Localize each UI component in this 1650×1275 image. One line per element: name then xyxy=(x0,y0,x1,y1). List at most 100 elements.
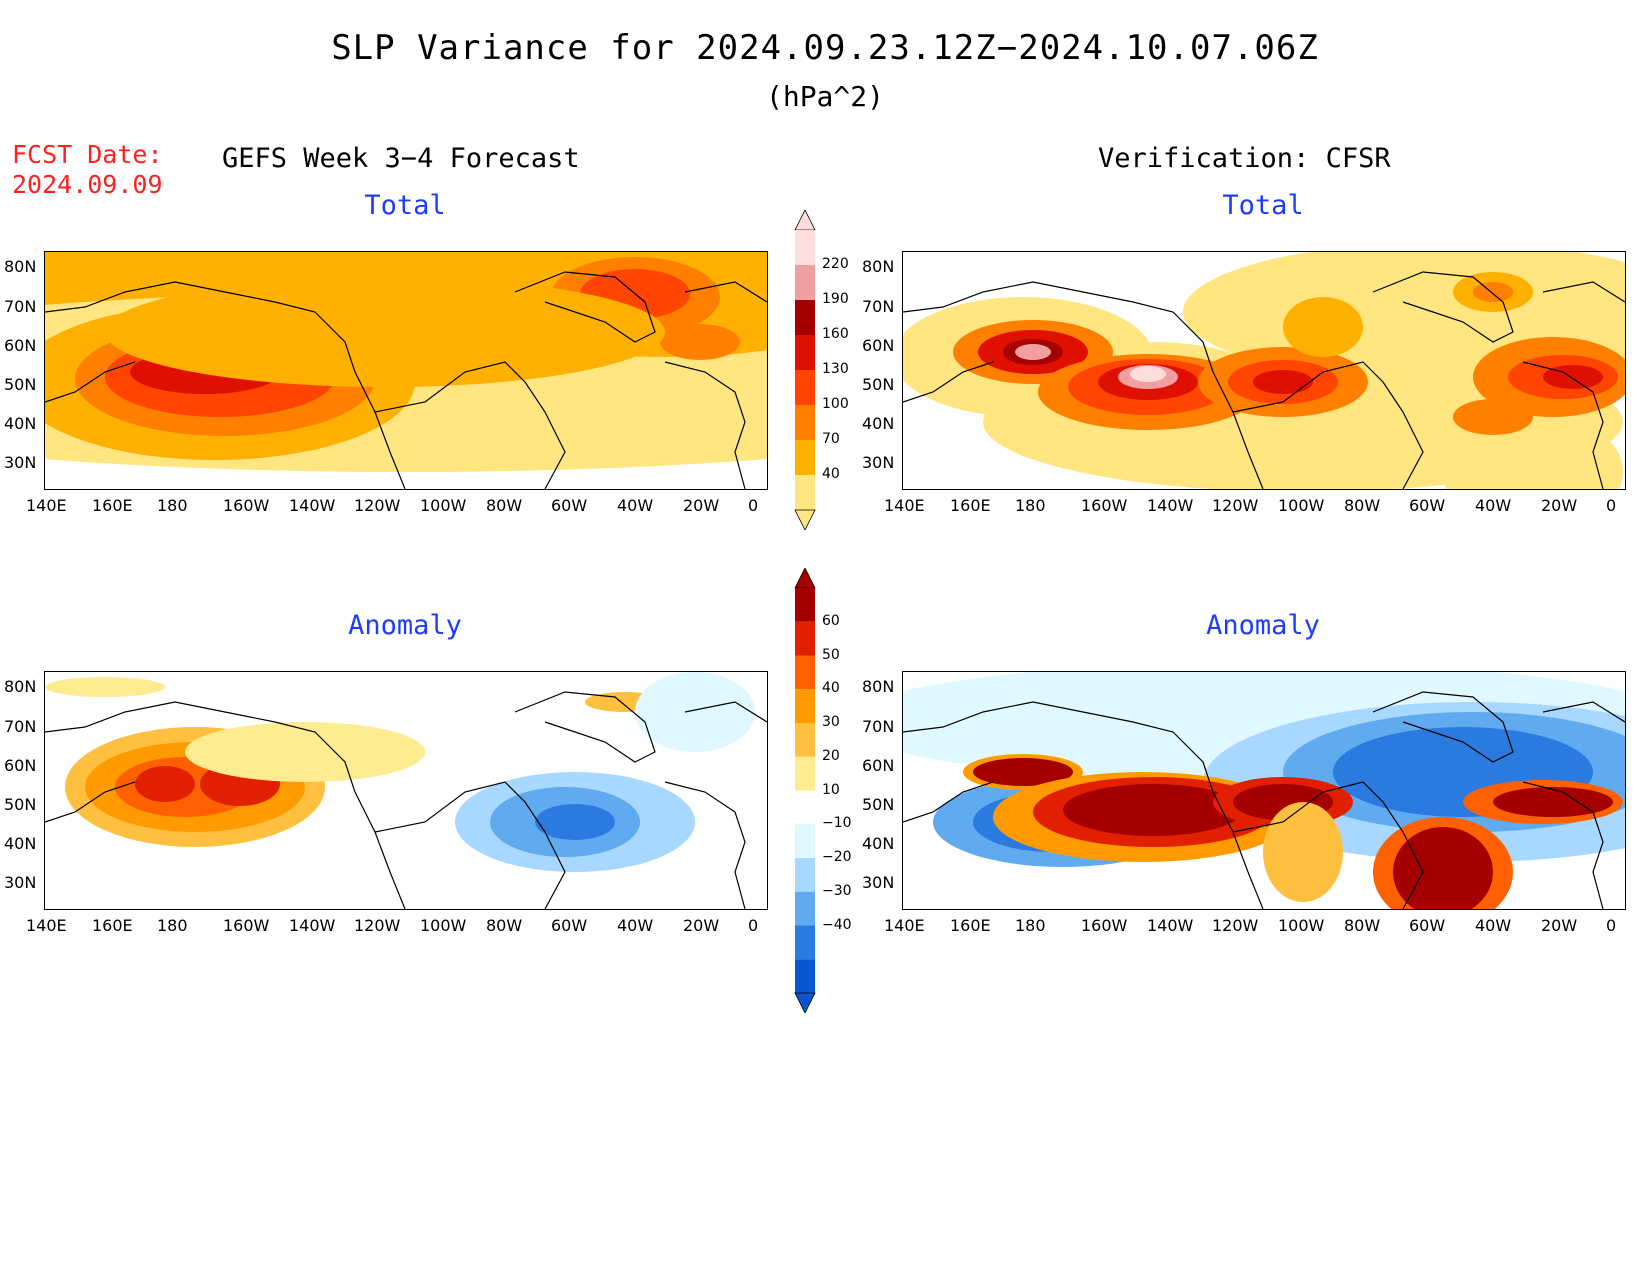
lon-label: 160W xyxy=(223,496,270,515)
fcst-date-value: 2024.09.09 xyxy=(12,170,163,199)
coastline xyxy=(903,691,1625,909)
shaded-region xyxy=(1015,344,1051,360)
colorbar-tick-label: 40 xyxy=(822,466,840,482)
shaded-region xyxy=(1393,827,1493,909)
verification-header: Verification: CFSR xyxy=(1098,143,1391,174)
panel-title-forecast-anomaly: Anomaly xyxy=(348,610,462,641)
fcst-date-label: FCST Date: 2024.09.09 xyxy=(12,140,163,200)
colorbar-segment xyxy=(795,655,815,690)
lon-label: 180 xyxy=(157,916,188,935)
shaded-region xyxy=(1253,370,1313,394)
coastline xyxy=(45,271,767,489)
shaded-region xyxy=(1543,365,1603,389)
shaded-region xyxy=(45,677,165,697)
colorbar-segment xyxy=(795,790,815,825)
colorbar-segment xyxy=(795,475,815,510)
lon-label: 140E xyxy=(884,496,925,515)
lon-label: 60W xyxy=(1409,496,1446,515)
colorbar-arrow-bottom xyxy=(794,509,816,530)
colorbar-segment xyxy=(795,588,815,622)
lon-label: 180 xyxy=(1015,496,1046,515)
lon-label: 140E xyxy=(884,916,925,935)
lat-label: 80N xyxy=(862,257,895,276)
colorbar-arrow-top xyxy=(794,568,816,589)
lat-label: 50N xyxy=(862,375,895,394)
shaded-region xyxy=(973,758,1073,786)
lat-label: 50N xyxy=(4,375,37,394)
colorbar-segment xyxy=(795,230,815,265)
colorbar-tick-label: 130 xyxy=(822,361,849,377)
lon-label: 160E xyxy=(92,496,133,515)
colorbar-tick-label: 10 xyxy=(822,781,840,798)
colorbar-tick-label: 30 xyxy=(822,714,840,730)
lon-label: 160E xyxy=(950,916,991,935)
lon-label: 140W xyxy=(289,916,336,935)
lon-label: 160E xyxy=(92,916,133,935)
lon-label: 160E xyxy=(950,496,991,515)
lon-label: 0 xyxy=(748,496,759,515)
lat-label: 70N xyxy=(4,297,37,316)
lat-label: 60N xyxy=(4,336,37,355)
panel-title-verification-anomaly: Anomaly xyxy=(1206,610,1320,641)
lon-label: 20W xyxy=(683,916,720,935)
anomaly-colorbar xyxy=(794,568,816,1013)
colorbar-segment xyxy=(795,440,815,475)
colorbar-tick-label: 70 xyxy=(822,431,840,447)
lon-label: 60W xyxy=(1409,916,1446,935)
lat-label: 40N xyxy=(4,834,37,853)
field-shading xyxy=(903,672,1625,909)
lat-label: 70N xyxy=(862,297,895,316)
colorbar-tick-label: 50 xyxy=(822,646,840,663)
colorbar-arrow-bottom xyxy=(794,992,816,1013)
lon-label: 0 xyxy=(1606,916,1617,935)
forecast-anomaly-map xyxy=(44,671,768,910)
shaded-region xyxy=(1453,399,1533,435)
lon-label: 180 xyxy=(1015,916,1046,935)
colorbar-segment xyxy=(795,689,815,723)
lon-label: 100W xyxy=(420,496,467,515)
colorbar-segment xyxy=(795,723,815,757)
coastline xyxy=(45,691,767,909)
main-title: SLP Variance for 2024.09.23.12Z−2024.10.… xyxy=(331,28,1319,68)
colorbar-segment xyxy=(795,891,815,926)
lon-label: 40W xyxy=(1475,916,1512,935)
colorbar-tick-label: 100 xyxy=(822,396,849,412)
colorbar-tick-label: 190 xyxy=(822,291,849,307)
lon-label: 20W xyxy=(1541,916,1578,935)
colorbar-tick-label: −20 xyxy=(822,849,852,865)
fcst-label-text: FCST Date: xyxy=(12,140,163,169)
colorbar-tick-label: 160 xyxy=(822,326,849,342)
colorbar-segment xyxy=(795,621,815,656)
shaded-region xyxy=(535,804,615,840)
shaded-region xyxy=(135,766,195,802)
colorbar-segment xyxy=(795,959,815,993)
shaded-region xyxy=(1493,787,1613,817)
colorbar-segment xyxy=(795,925,815,960)
lon-label: 40W xyxy=(1475,496,1512,515)
lon-label: 140W xyxy=(1147,496,1194,515)
lat-label: 40N xyxy=(4,414,37,433)
colorbar-segment xyxy=(795,756,815,791)
lon-label: 40W xyxy=(617,496,654,515)
field-shading xyxy=(45,252,767,489)
lon-label: 20W xyxy=(1541,496,1578,515)
colorbar-segment xyxy=(795,265,815,300)
lon-label: 60W xyxy=(551,496,588,515)
verification-total-map xyxy=(902,251,1626,490)
total-colorbar xyxy=(794,210,816,530)
colorbar-segment xyxy=(795,824,815,858)
lat-label: 80N xyxy=(862,677,895,696)
colorbar-tick-label: −40 xyxy=(822,916,852,933)
lon-label: 100W xyxy=(1278,496,1325,515)
shaded-region xyxy=(185,722,425,782)
shaded-region xyxy=(105,277,665,387)
lon-label: 120W xyxy=(354,916,401,935)
shaded-region xyxy=(1283,297,1363,357)
lat-label: 40N xyxy=(862,834,895,853)
lon-label: 0 xyxy=(1606,496,1617,515)
field-shading xyxy=(903,252,1625,489)
colorbar-segment xyxy=(795,300,815,335)
shaded-region xyxy=(1263,802,1343,902)
lon-label: 120W xyxy=(354,496,401,515)
shaded-region xyxy=(1473,282,1513,302)
